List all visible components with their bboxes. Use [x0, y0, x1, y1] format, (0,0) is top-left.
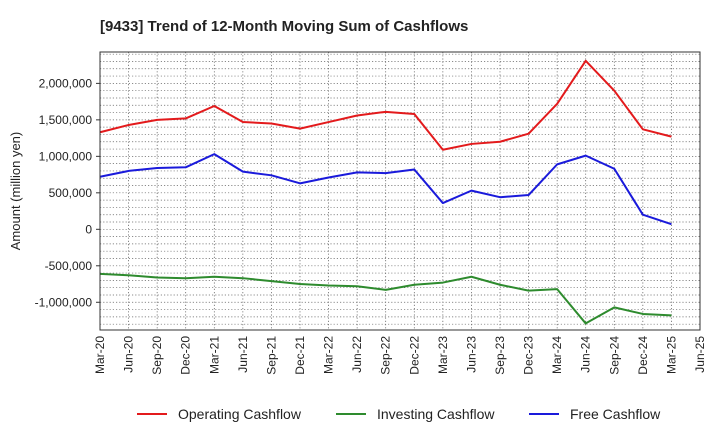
x-tick-label: Sep-20: [150, 336, 164, 375]
x-tick-label: Sep-22: [379, 336, 393, 375]
x-tick-label: Mar-24: [550, 336, 564, 374]
y-tick-label: 2,000,000: [39, 76, 93, 90]
x-tick-label: Sep-23: [493, 336, 507, 375]
y-tick-label: 1,000,000: [39, 149, 93, 163]
x-tick-label: Sep-24: [607, 336, 621, 375]
x-tick-label: Mar-21: [207, 336, 221, 374]
x-tick-label: Dec-22: [407, 336, 421, 375]
x-tick-label: Mar-20: [93, 336, 107, 374]
x-tick-label: Dec-23: [522, 336, 536, 375]
legend-item-investing-cashflow: Investing Cashflow: [336, 406, 495, 422]
x-tick-label: Jun-25: [693, 336, 707, 373]
y-tick-label: -500,000: [45, 259, 93, 273]
x-tick-label: Sep-21: [264, 336, 278, 375]
y-axis-label: Amount (million yen): [8, 132, 23, 251]
x-tick-label: Dec-24: [636, 336, 650, 375]
x-tick-label: Jun-20: [122, 336, 136, 373]
x-tick-label: Jun-22: [350, 336, 364, 373]
x-tick-label: Mar-25: [664, 336, 678, 374]
series-line-free-cashflow: [99, 153, 672, 226]
grid: [99, 52, 701, 330]
series-layer: [99, 59, 672, 325]
x-tick-label: Jun-23: [464, 336, 478, 373]
legend-label: Free Cashflow: [570, 406, 661, 422]
legend-label: Operating Cashflow: [178, 406, 302, 422]
x-tick-label: Mar-23: [436, 336, 450, 374]
series-line-operating-cashflow: [99, 59, 672, 151]
tick-labels: Mar-20 Jun-20 Sep-20 Dec-20 Mar-21 Jun-21 Sep-…: [35, 76, 707, 374]
legend: Operating Cashflow Investing Cashflow Free…: [137, 406, 661, 422]
plot-frame: [99, 51, 701, 331]
series-line-investing-cashflow: [99, 272, 672, 325]
legend-item-operating-cashflow: Operating Cashflow: [137, 406, 302, 422]
legend-label: Investing Cashflow: [377, 406, 495, 422]
x-tick-label: Jun-21: [236, 336, 250, 373]
y-tick-label: 1,500,000: [39, 113, 93, 127]
chart-title: [9433] Trend of 12-Month Moving Sum of C…: [100, 18, 468, 35]
x-tick-label: Mar-22: [322, 336, 336, 374]
y-tick-label: 0: [85, 222, 92, 236]
x-tick-label: Jun-24: [579, 336, 593, 373]
y-tick-label: -1,000,000: [35, 295, 93, 309]
legend-item-free-cashflow: Free Cashflow: [529, 406, 661, 422]
x-tick-label: Dec-21: [293, 336, 307, 375]
x-tick-label: Dec-20: [179, 336, 193, 375]
y-tick-label: 500,000: [49, 186, 93, 200]
